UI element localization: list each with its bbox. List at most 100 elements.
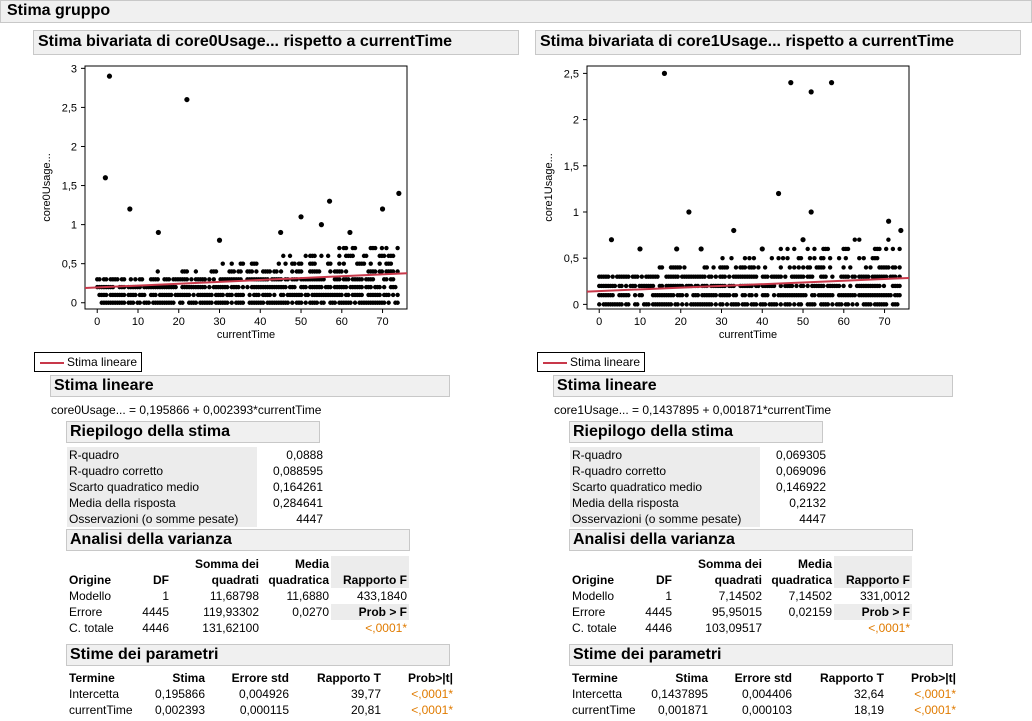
data-point <box>753 302 759 307</box>
data-point <box>346 277 351 282</box>
data-point <box>388 261 394 266</box>
summary-value: 0,164261 <box>272 480 323 494</box>
data-point <box>319 284 324 290</box>
summary-value: 4447 <box>296 512 323 526</box>
data-point <box>314 300 320 305</box>
summary-label: Scarto quadratico medio <box>67 479 257 495</box>
data-point <box>299 261 304 266</box>
data-point <box>771 292 777 298</box>
data-point <box>785 255 790 261</box>
data-point <box>278 269 284 274</box>
anova-origin: C. totale <box>69 621 114 635</box>
data-point <box>379 245 385 251</box>
data-point <box>632 283 638 289</box>
data-point <box>155 269 160 274</box>
x-axis-label: currentTime <box>217 329 275 341</box>
col-est: Stima <box>172 671 205 685</box>
data-point <box>303 253 308 259</box>
table-row: Intercetta 0,195866 0,004926 39,77 <,0001* <box>67 686 455 702</box>
data-point <box>386 300 391 305</box>
anova-prob-label: Prob > F <box>834 604 912 620</box>
data-point <box>801 274 806 279</box>
data-point <box>127 206 133 212</box>
data-point <box>635 274 640 279</box>
bivariate-header-core1[interactable]: Stima bivariata di core1Usage... rispett… <box>535 30 1021 55</box>
summary-row: R-quadro corretto 0,088595 <box>67 463 325 479</box>
data-point <box>254 261 259 266</box>
data-point <box>292 261 297 266</box>
param-est: 0,002393 <box>154 703 205 717</box>
data-point <box>368 261 373 266</box>
data-point <box>787 302 792 307</box>
x-tick-label: 70 <box>376 316 388 328</box>
data-point <box>695 292 701 298</box>
data-point <box>883 274 889 279</box>
x-tick-label: 30 <box>715 316 727 328</box>
col-p: Prob>|t| <box>407 671 453 685</box>
summary-header-core1[interactable]: Riepilogo della stima <box>569 421 823 443</box>
data-point <box>888 292 893 298</box>
data-point <box>384 245 389 251</box>
bivariate-header-core0[interactable]: Stima bivariata di core0Usage... rispett… <box>33 30 519 55</box>
data-point <box>812 246 817 252</box>
params-header-core0[interactable]: Stime dei parametri <box>66 644 450 666</box>
data-point <box>213 269 219 274</box>
fit-header-core0[interactable]: Stima lineare <box>50 375 450 397</box>
summary-value: 0,284641 <box>272 496 323 510</box>
data-point <box>668 302 674 307</box>
param-term: currentTime <box>69 703 133 717</box>
data-point <box>704 265 710 270</box>
summary-header-core0[interactable]: Riepilogo della stima <box>66 421 320 443</box>
data-point <box>278 229 284 236</box>
data-point <box>274 269 279 274</box>
data-point <box>155 277 160 282</box>
data-point <box>646 302 651 307</box>
data-point <box>121 300 127 305</box>
data-point <box>240 292 246 298</box>
col-ms-2: quadratica <box>771 573 832 587</box>
data-point <box>202 277 208 282</box>
data-point <box>337 277 342 282</box>
data-point <box>733 292 739 298</box>
data-point <box>173 284 178 290</box>
data-point <box>359 277 364 282</box>
data-point <box>836 283 842 289</box>
data-point <box>808 209 814 215</box>
data-point <box>897 292 902 298</box>
data-point <box>352 300 358 305</box>
anova-df: 1 <box>665 589 672 603</box>
data-point <box>102 175 108 181</box>
data-point <box>828 80 835 86</box>
legend-fit-core0[interactable]: Stima lineare <box>34 352 143 372</box>
param-se: 0,004406 <box>741 687 792 701</box>
data-point <box>328 269 333 274</box>
summary-label: Scarto quadratico medio <box>570 479 760 495</box>
table-row: currentTime 0,001871 0,000103 18,19 <,0001* <box>570 702 958 718</box>
data-point <box>370 277 376 282</box>
data-point <box>836 255 842 261</box>
col-est: Stima <box>675 671 708 685</box>
anova-ms: 7,14502 <box>788 589 832 603</box>
data-point <box>778 302 784 307</box>
fit-header-core1[interactable]: Stima lineare <box>553 375 953 397</box>
data-point <box>396 190 402 196</box>
data-point <box>886 265 891 270</box>
data-point <box>812 302 817 307</box>
data-point <box>377 284 382 290</box>
summary-value: 0,146922 <box>775 480 826 494</box>
data-point <box>303 300 308 305</box>
data-point <box>659 265 665 270</box>
data-point <box>778 246 784 252</box>
data-point <box>800 237 806 243</box>
fit-line <box>586 276 910 293</box>
param-est: 0,001871 <box>657 703 708 717</box>
group-header[interactable]: Stima gruppo <box>0 0 1032 23</box>
data-point <box>868 302 873 307</box>
anova-header-core0[interactable]: Analisi della varianza <box>66 529 410 551</box>
data-point <box>191 292 196 298</box>
params-header-core1[interactable]: Stime dei parametri <box>569 644 953 666</box>
legend-fit-core1[interactable]: Stima lineare <box>537 352 646 372</box>
anova-header-core1[interactable]: Analisi della varianza <box>569 529 913 551</box>
data-point <box>166 277 172 282</box>
data-point <box>608 237 615 243</box>
